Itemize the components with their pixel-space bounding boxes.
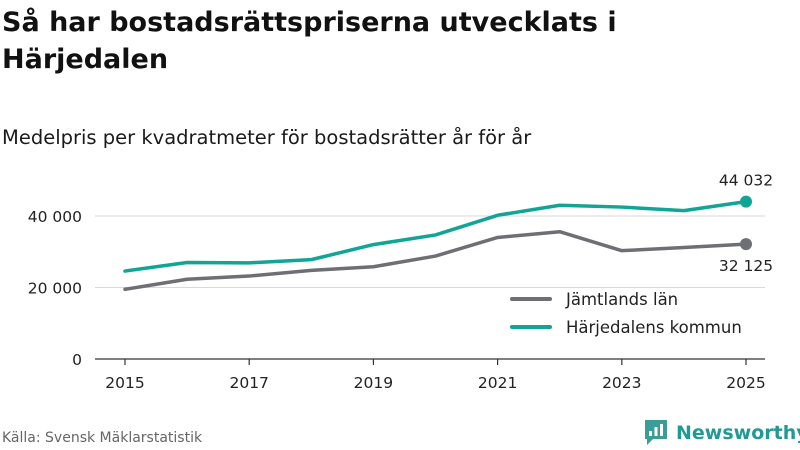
newsworthy-logo: Newsworthy	[644, 419, 800, 447]
series-line-jamtland	[123, 229, 748, 292]
y-tick-label: 20 000	[28, 280, 82, 298]
y-tick-label: 40 000	[28, 208, 82, 226]
end-point-marker	[740, 195, 752, 208]
chart-subtitle: Medelpris per kvadratmeter för bostadsrä…	[2, 126, 532, 149]
x-tick-label: 2017	[229, 374, 268, 392]
x-tick-label: 2025	[726, 374, 765, 392]
x-tick-label: 2015	[105, 374, 144, 392]
data-label-harjedalen: 44 032	[719, 172, 773, 190]
data-label-jamtland: 32 125	[719, 257, 773, 275]
legend-label: Jämtlands län	[565, 290, 678, 309]
x-tick-label: 2021	[478, 374, 517, 392]
y-tick-label: 0	[72, 351, 82, 369]
x-tick-label: 2023	[602, 374, 641, 392]
brand-name: Newsworthy	[676, 422, 800, 444]
source-note: Källa: Svensk Mäklarstatistik	[2, 430, 203, 446]
legend-label: Härjedalens kommun	[566, 318, 742, 337]
series-line-harjedalen	[123, 199, 748, 273]
bar-chart-icon	[645, 420, 667, 445]
chart-title: Så har bostadsrättspriserna utvecklats i…	[2, 7, 617, 75]
end-point-marker	[740, 238, 752, 251]
x-tick-label: 2019	[354, 374, 393, 392]
